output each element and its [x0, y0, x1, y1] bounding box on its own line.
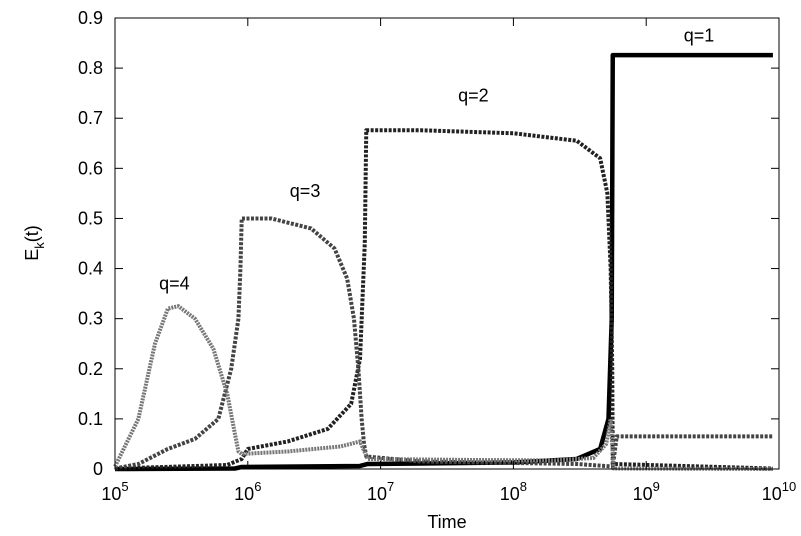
series-layer	[113, 52, 773, 472]
x-tick-label: 1010	[762, 479, 797, 504]
series-line-3	[114, 216, 773, 471]
y-axis-title-base: E	[22, 249, 42, 261]
annotations-layer: q=1 q=2 q=3 q=4	[159, 26, 714, 294]
x-tick-label: 107	[367, 479, 394, 504]
y-axis-title-sub: k	[32, 242, 47, 249]
y-tick-label: 0.5	[78, 208, 103, 228]
y-axis-title-rest: (t)	[22, 225, 42, 242]
x-tick-label: 108	[500, 479, 527, 504]
series-line-4	[113, 304, 773, 471]
x-tick-label: 106	[234, 479, 261, 504]
plot-frame	[114, 17, 780, 470]
x-tick-label: 109	[633, 479, 660, 504]
y-tick-label: 0.3	[78, 309, 103, 329]
annotation-label: q=1	[684, 26, 715, 46]
y-tick-label: 0.4	[78, 259, 103, 279]
series-line-1	[114, 52, 773, 472]
y-axis-title: Ek(t)	[22, 225, 47, 261]
x-tick-label: 105	[101, 479, 128, 504]
series-line-2	[114, 128, 773, 471]
y-tick-label: 0.2	[78, 359, 103, 379]
ticks-layer: 0 0.1 0.2 0.3 0.4 0.5 0.6 0.7 0.8 0.9 105 106 107 108…	[78, 8, 796, 504]
y-tick-label: 0.6	[78, 158, 103, 178]
y-tick-label: 0	[93, 459, 103, 479]
y-tick-label: 0.7	[78, 108, 103, 128]
y-tick-label: 0.1	[78, 409, 103, 429]
y-tick-label: 0.8	[78, 58, 103, 78]
annotation-label: q=2	[458, 86, 489, 106]
annotation-label: q=3	[290, 181, 321, 201]
annotation-label: q=4	[159, 274, 190, 294]
y-tick-label: 0.9	[78, 8, 103, 28]
x-axis-title: Time	[427, 512, 466, 532]
